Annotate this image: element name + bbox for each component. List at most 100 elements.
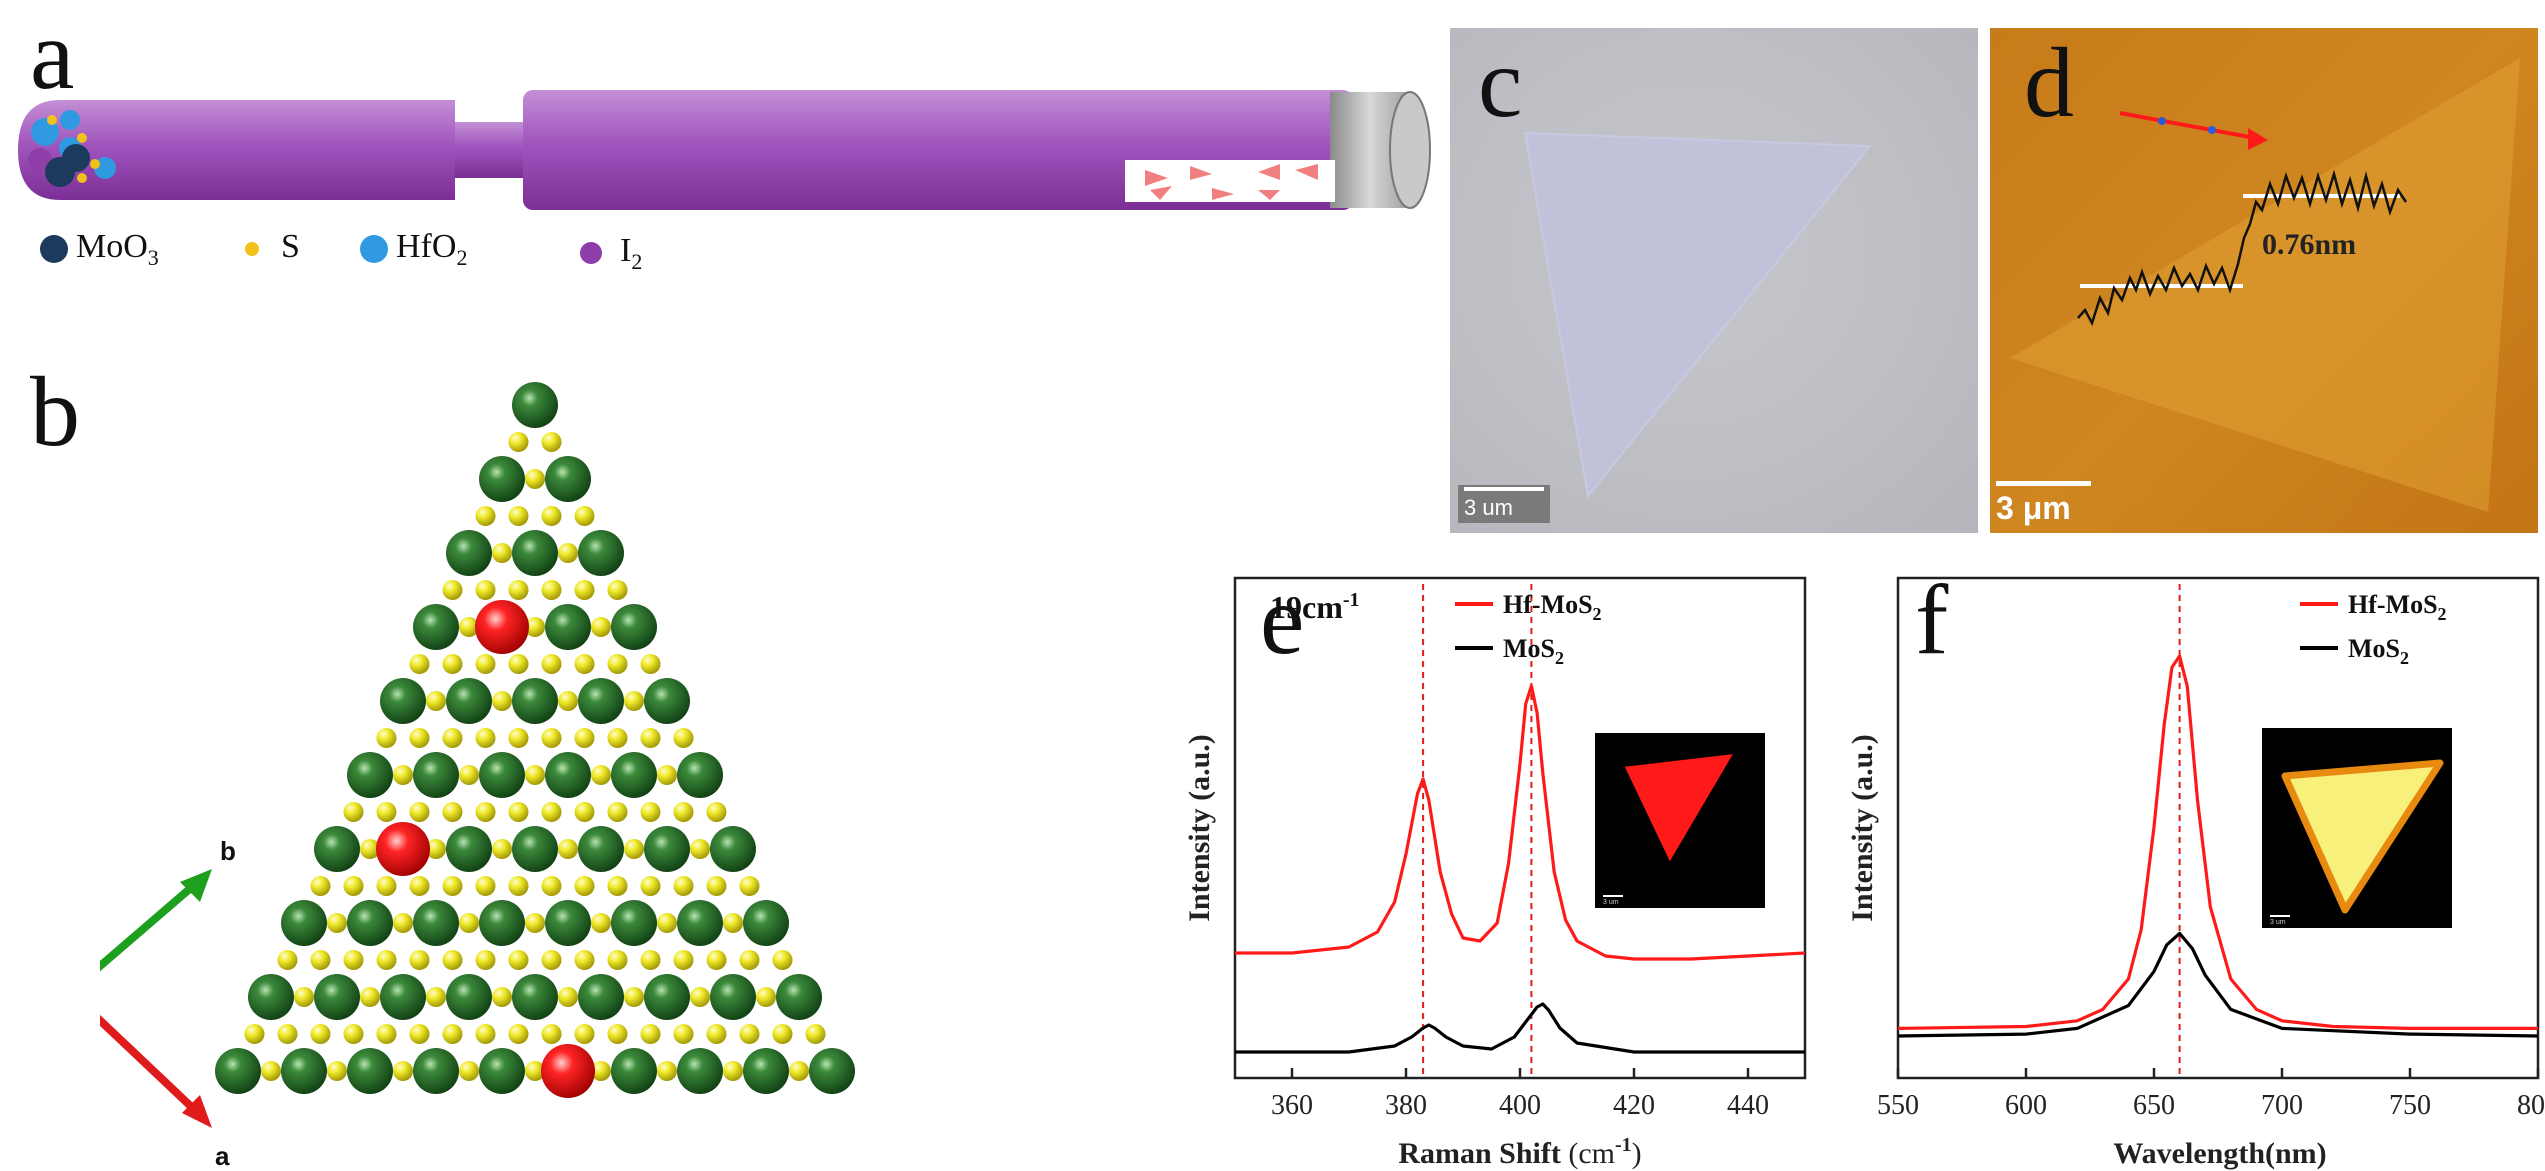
mo-atom — [611, 752, 657, 798]
mo-atom — [479, 1048, 525, 1094]
s-atom — [442, 654, 463, 674]
s-atom — [277, 1024, 298, 1044]
s-atom — [574, 728, 595, 748]
inset-f-scale: 3 um — [2270, 919, 2286, 926]
s-atom — [409, 728, 430, 748]
mo-atom — [380, 678, 426, 724]
s-atom — [607, 1024, 628, 1044]
s-atom — [508, 580, 529, 600]
x-tick-label: 700 — [2261, 1090, 2303, 1121]
s-atom — [739, 876, 760, 896]
mo-atom — [677, 1048, 723, 1094]
s-atom — [508, 876, 529, 896]
legend-i2-label: I — [620, 232, 632, 269]
s-atom — [343, 802, 364, 822]
s-atom — [376, 728, 397, 748]
mo-atom — [512, 530, 558, 576]
legend-hfo2-label: HfO — [396, 228, 457, 265]
s-atom — [475, 802, 496, 822]
s-atom — [541, 950, 562, 970]
s-atom — [657, 765, 677, 785]
s-atom — [558, 987, 578, 1007]
x-tick-label: 360 — [1271, 1090, 1313, 1121]
s-atom — [541, 506, 562, 526]
mo-atom — [512, 974, 558, 1020]
s-atom — [508, 654, 529, 674]
s-atom — [393, 765, 413, 785]
s-atom — [459, 1061, 479, 1081]
s-atom — [459, 617, 479, 637]
mo-atom — [776, 974, 822, 1020]
mo-atom — [446, 826, 492, 872]
s-atom — [805, 1024, 826, 1044]
s-atom — [525, 469, 545, 489]
s-atom — [409, 876, 430, 896]
optical-image: c 3 um — [1450, 28, 1978, 533]
s-atom — [624, 987, 644, 1007]
x-tick-label: 800 — [2517, 1090, 2545, 1121]
mo-atom — [413, 1048, 459, 1094]
s-atom — [574, 580, 595, 600]
mo-atom — [347, 900, 393, 946]
panel-label-c: c — [1478, 28, 1523, 138]
x-axis-title: Wavelength(nm) — [2113, 1137, 2326, 1170]
s-atom — [475, 654, 496, 674]
s-atom — [574, 506, 595, 526]
s-atom — [541, 728, 562, 748]
s-atom — [327, 913, 347, 933]
s-atom — [624, 839, 644, 859]
series-hf-mos2 — [1897, 654, 2538, 1030]
s-atom — [541, 876, 562, 896]
legend-f-hfmos2: Hf-MoS2 — [2348, 590, 2447, 624]
s-atom — [574, 802, 595, 822]
mo-atom — [611, 1048, 657, 1094]
scale-bar-d: 3 μm — [1996, 481, 2091, 527]
x-tick-label: 750 — [2389, 1090, 2431, 1121]
height-label: 0.76nm — [2262, 228, 2357, 261]
mo-atom — [314, 974, 360, 1020]
raman-annotation: 19cm-1 — [1270, 589, 1360, 625]
mo-atom — [578, 678, 624, 724]
mo-atom — [743, 900, 789, 946]
s-atom — [360, 839, 380, 859]
s-atom — [475, 950, 496, 970]
panel-label-a: a — [30, 0, 75, 110]
s-atom — [277, 950, 298, 970]
s-atom — [508, 432, 529, 452]
hf-atom — [376, 822, 430, 876]
mo-atom — [644, 826, 690, 872]
lattice-atoms — [215, 382, 855, 1098]
s-atom — [525, 765, 545, 785]
legend-item-hfo2: HfO2 — [360, 228, 467, 271]
mo-atom — [512, 382, 558, 428]
s-atom — [591, 1061, 611, 1081]
s-atom — [508, 728, 529, 748]
s-atom — [673, 1024, 694, 1044]
s-atom — [475, 506, 496, 526]
s-atom — [706, 1024, 727, 1044]
legend-item-moo3: MoO3 — [40, 228, 159, 271]
s-atom — [723, 913, 743, 933]
s-atom — [591, 617, 611, 637]
panel-label-e: e — [1260, 564, 1304, 675]
mo-atom — [677, 752, 723, 798]
axis-b-label: b — [220, 836, 236, 866]
optical-flake — [1523, 131, 1873, 499]
s-atom — [640, 876, 661, 896]
x-tick-label: 440 — [1727, 1090, 1769, 1121]
s-atom — [607, 728, 628, 748]
hf-atom — [541, 1044, 595, 1098]
mo-atom — [248, 974, 294, 1020]
s-atom — [426, 691, 446, 711]
s-atom — [640, 654, 661, 674]
s-atom — [442, 950, 463, 970]
s-atom — [508, 950, 529, 970]
inset-e-raman-map: 3 um — [1595, 733, 1765, 908]
s-atom — [525, 617, 545, 637]
mo-atom — [215, 1048, 261, 1094]
s-atom — [591, 765, 611, 785]
s-atom — [607, 654, 628, 674]
series-mos2 — [1235, 1002, 1805, 1054]
mo-atom — [380, 974, 426, 1020]
mo-atom — [809, 1048, 855, 1094]
